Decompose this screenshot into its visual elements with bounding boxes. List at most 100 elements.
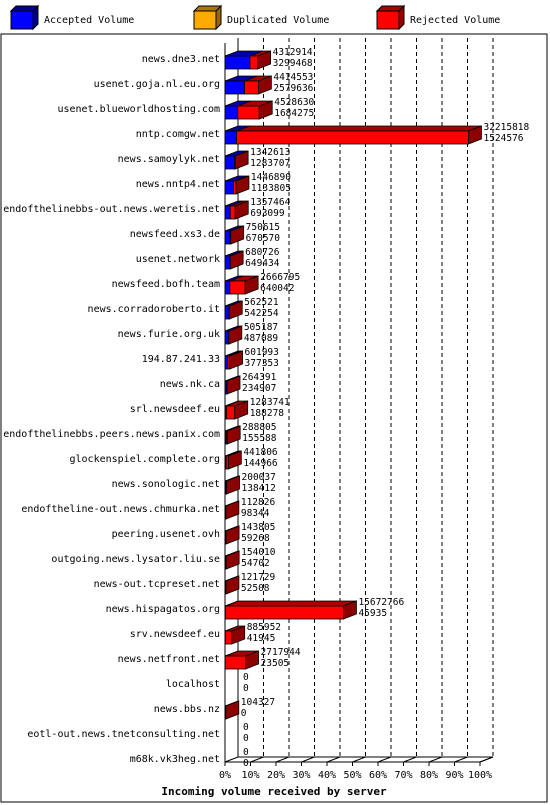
value-label-accepted: 138412 (242, 483, 276, 494)
value-label-accepted: 52508 (241, 583, 270, 594)
value-label-accepted: 41945 (247, 633, 276, 644)
legend-label-duplicated: Duplicated Volume (227, 15, 329, 26)
bar-rejected-volume (236, 125, 482, 145)
value-label-accepted: 45935 (358, 608, 387, 619)
bar-side (225, 525, 240, 545)
bar-rejected-volume (224, 600, 357, 620)
x-tick-line-100 (479, 756, 494, 763)
value-label-total: 143805 (241, 522, 275, 533)
category-label: endoftheline-out.news.chmurka.net (21, 504, 220, 515)
value-label-accepted: 0 (243, 758, 249, 769)
value-label-accepted: 54702 (241, 558, 270, 569)
bar-face (249, 55, 258, 70)
bar-face (224, 255, 231, 270)
value-label-accepted: 144966 (243, 458, 278, 469)
bar-face (224, 180, 234, 195)
category-label: 194.87.241.33 (142, 354, 220, 365)
category-label: nntp.comgw.net (136, 129, 220, 140)
bar-face (224, 305, 230, 320)
category-label: news.dne3.net (142, 54, 220, 65)
value-label-total: 680726 (245, 247, 280, 258)
category-label: usenet.goja.nl.eu.org (94, 79, 220, 90)
bar-face (224, 280, 231, 295)
bar-face (224, 130, 237, 145)
bar-side (226, 475, 240, 495)
bar-rejected-volume (237, 100, 273, 120)
bar-side (230, 225, 245, 245)
value-label-total: 200037 (242, 472, 276, 483)
bar-face (224, 80, 245, 95)
value-label-total: 2717944 (261, 647, 301, 658)
category-label: newsfeed.xs3.de (130, 229, 220, 240)
value-label-accepted: 487089 (244, 333, 279, 344)
value-label-accepted: 59268 (241, 533, 270, 544)
x-tick-line-80 (428, 756, 443, 763)
value-label-accepted: 188278 (250, 408, 285, 419)
value-label-accepted: 0 (243, 683, 249, 694)
value-label-accepted: 649434 (245, 258, 280, 269)
legend-swatch-rejected (376, 10, 400, 30)
value-label-total: 2666795 (260, 272, 300, 283)
bars (224, 50, 482, 720)
chart-frame (0, 33, 548, 803)
value-label-total: 0 (243, 747, 249, 758)
bar-face (237, 105, 260, 120)
x-tick-line-50 (352, 756, 366, 763)
x-tick-line-70 (403, 756, 417, 763)
value-label-total: 4312914 (273, 47, 313, 58)
x-tick-line-30 (301, 756, 315, 763)
legend-label-rejected: Rejected Volume (410, 15, 500, 26)
bar-face (224, 105, 239, 120)
legend-swatch-duplicated (193, 10, 217, 30)
value-label-total: 1342613 (250, 147, 290, 158)
x-axis-title: Incoming volume received by server (161, 785, 387, 798)
value-label-accepted: 1524576 (483, 133, 523, 144)
category-label: news.nntp4.net (136, 179, 220, 190)
value-label-total: 505187 (244, 322, 278, 333)
bar-side (231, 625, 246, 645)
category-label: usenet.blueworldhosting.com (57, 104, 220, 115)
bar-side (229, 350, 243, 370)
value-label-accepted: 3299468 (273, 58, 313, 69)
value-label-accepted: 1133805 (251, 183, 291, 194)
legend: Accepted Volume Duplicated Volume Reject… (9, 4, 500, 31)
category-label: eotl-out.news.tnetconsulting.net (27, 729, 220, 740)
bar-side (225, 700, 240, 720)
bar-side (235, 175, 250, 195)
bar-face (229, 280, 246, 295)
bar-side (225, 575, 240, 595)
bar-side (225, 500, 240, 520)
bar-rejected-volume (224, 650, 259, 670)
bar-face (224, 330, 230, 345)
bar-face (224, 355, 229, 370)
value-label-total: 264391 (242, 372, 277, 383)
category-label: glockenspiel.complete.org (69, 454, 220, 465)
bar-side (227, 450, 242, 470)
category-label: outgoing.news.lysator.liu.se (51, 554, 220, 565)
category-label: peering.usenet.ovh (112, 529, 220, 540)
x-tick-label: 0% (219, 770, 231, 781)
value-label-accepted: 98344 (241, 508, 270, 519)
value-label-total: 104327 (241, 697, 275, 708)
category-label: usenet.network (136, 254, 220, 265)
value-label-accepted: 2579636 (273, 83, 313, 94)
x-tick-label: 30% (292, 770, 310, 781)
value-label-total: 121729 (241, 572, 276, 583)
category-label: news.corradoroberto.it (88, 304, 220, 315)
bar-accepted-volume (224, 100, 251, 120)
category-label: srv.newsdeef.eu (130, 629, 220, 640)
bar-face (224, 605, 344, 620)
x-tick-line-0 (224, 756, 239, 763)
value-label-total: 1357464 (250, 197, 290, 208)
bar-side (228, 325, 243, 345)
bar-face (224, 205, 231, 220)
bar-face (224, 55, 251, 70)
value-label-total: 0 (243, 672, 249, 683)
bar-face (224, 630, 233, 645)
legend-item-rejected: Rejected Volume (375, 4, 500, 31)
category-label: news.netfront.net (118, 654, 220, 665)
value-label-total: 885952 (247, 622, 281, 633)
x-tick-label: 40% (318, 770, 336, 781)
